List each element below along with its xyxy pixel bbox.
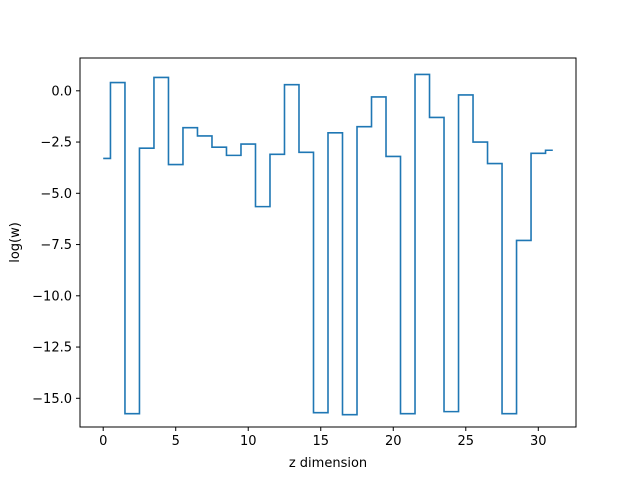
x-tick-label: 20 xyxy=(385,434,402,449)
y-tick-label: −2.5 xyxy=(40,136,72,151)
x-tick-label: 30 xyxy=(530,434,547,449)
y-tick-label: −15.0 xyxy=(32,392,72,407)
x-tick-label: 10 xyxy=(240,434,257,449)
y-tick-label: −12.5 xyxy=(32,341,72,356)
y-tick-label: −5.0 xyxy=(40,187,72,202)
plot-area xyxy=(103,73,553,416)
y-tick-label: −7.5 xyxy=(40,238,72,253)
axes-frame xyxy=(79,57,577,428)
x-tick-label: 0 xyxy=(99,434,107,449)
x-tick-label: 15 xyxy=(312,434,329,449)
axes: 0 5 10 15 20 25 30 0.0 −2.5 −5.0 −7.5 −10.0 −12.5 −15… xyxy=(32,57,577,449)
y-tick-label: 0.0 xyxy=(51,84,72,99)
x-tick-label: 25 xyxy=(458,434,475,449)
y-axis-label: log(w) xyxy=(8,222,23,263)
y-tick-label: −10.0 xyxy=(32,289,72,304)
x-axis-label: z dimension xyxy=(289,456,367,471)
series-line-0 xyxy=(103,73,553,416)
x-tick-label: 5 xyxy=(172,434,180,449)
